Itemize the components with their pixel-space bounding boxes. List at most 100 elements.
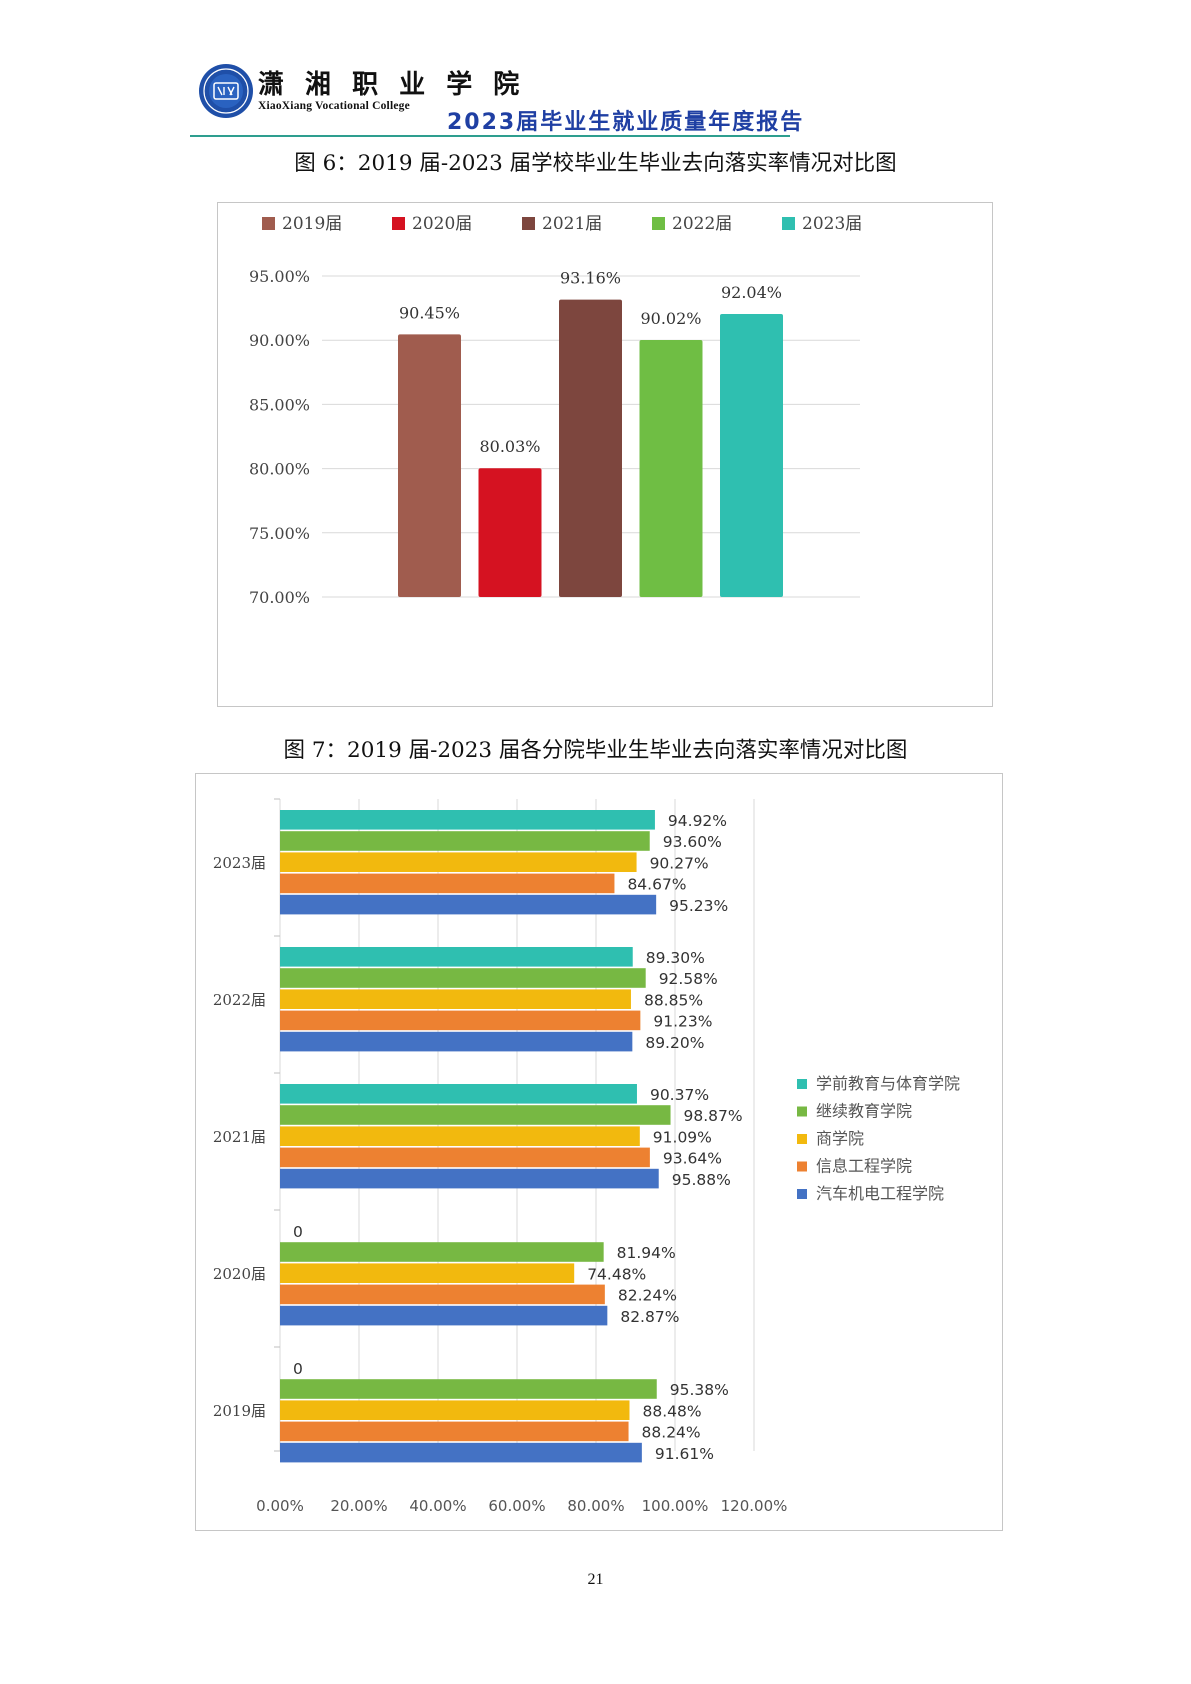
x-tick-label: 60.00%	[488, 1497, 545, 1515]
legend-swatch	[522, 217, 535, 230]
data-label: 80.03%	[479, 437, 540, 456]
data-label: 0	[293, 1360, 303, 1378]
data-label: 0	[293, 1223, 303, 1241]
y-tick-label: 80.00%	[249, 460, 310, 479]
data-label: 95.88%	[672, 1171, 731, 1189]
data-label: 84.67%	[627, 876, 686, 894]
figure6-caption: 图 6：2019 届-2023 届学校毕业生毕业去向落实率情况对比图	[294, 151, 897, 176]
category-label: 2019届	[213, 1402, 266, 1420]
figure7-bar-chart: 0.00% 20.00% 40.00% 60.00% 80.00% 100.00% 120.…	[213, 798, 960, 1515]
data-label: 90.27%	[650, 854, 709, 872]
data-label: 92.58%	[659, 970, 718, 988]
legend-label: 2020届	[412, 214, 472, 234]
bar	[280, 1105, 671, 1125]
x-tick-label: 120.00%	[721, 1497, 788, 1515]
legend-swatch	[652, 217, 665, 230]
data-label: 82.87%	[620, 1308, 679, 1326]
bar	[280, 1168, 659, 1189]
data-label: 88.48%	[642, 1402, 701, 1420]
data-label: 90.45%	[399, 303, 460, 322]
bar	[280, 831, 650, 851]
data-label: 92.04%	[721, 283, 782, 302]
x-tick-label: 20.00%	[330, 1497, 387, 1515]
bar	[398, 334, 461, 597]
bar	[280, 873, 615, 894]
data-label: 81.94%	[617, 1244, 676, 1262]
bar	[559, 299, 622, 597]
data-label: 90.02%	[640, 309, 701, 328]
category-label: 2023届	[213, 854, 266, 872]
y-tick-label: 90.00%	[249, 331, 310, 350]
bar	[280, 1421, 629, 1442]
legend-label: 2023届	[802, 214, 862, 234]
bar	[280, 968, 646, 988]
legend-label: 学前教育与体育学院	[816, 1074, 960, 1093]
legend-swatch	[782, 217, 795, 230]
bar	[280, 1442, 642, 1463]
legend-swatch	[392, 217, 405, 230]
bar	[280, 1263, 575, 1283]
bar	[280, 1242, 604, 1262]
legend-label: 2022届	[672, 214, 732, 234]
page-number: 21	[587, 1571, 604, 1588]
bar	[720, 314, 783, 597]
bar	[280, 810, 655, 830]
data-label: 91.09%	[653, 1128, 712, 1146]
data-label: 94.92%	[668, 812, 727, 830]
legend-label: 2021届	[542, 214, 602, 234]
data-label: 89.20%	[645, 1034, 704, 1052]
data-label: 91.23%	[653, 1013, 712, 1031]
figure6-bar-chart: 2019届 2020届 2021届 2022届 2023届 70.00% 75.00% 80.…	[249, 214, 862, 607]
bar	[280, 852, 637, 872]
bar	[478, 468, 542, 597]
bar	[280, 1031, 633, 1052]
data-label: 88.24%	[642, 1424, 701, 1442]
data-label: 95.38%	[670, 1381, 729, 1399]
college-name-cn: 潇 湘 职 业 学 院	[258, 70, 526, 100]
y-tick-label: 85.00%	[249, 395, 310, 414]
data-label: 82.24%	[618, 1287, 677, 1305]
data-label: 88.85%	[644, 991, 703, 1009]
legend-label: 继续教育学院	[816, 1102, 912, 1121]
x-tick-label: 100.00%	[642, 1497, 709, 1515]
data-label: 93.60%	[663, 833, 722, 851]
data-label: 91.61%	[655, 1445, 714, 1463]
data-label: 95.23%	[669, 897, 728, 915]
data-label: 74.48%	[587, 1265, 646, 1283]
legend-label: 商学院	[816, 1129, 864, 1148]
data-label: 93.64%	[663, 1150, 722, 1168]
legend-swatch	[797, 1079, 807, 1089]
bar	[280, 989, 631, 1009]
data-label: 93.16%	[560, 269, 621, 288]
legend-label: 2019届	[282, 214, 342, 234]
legend-swatch	[262, 217, 275, 230]
figure6-chart-frame: 2019届 2020届 2021届 2022届 2023届 70.00% 75.00% 80.…	[217, 202, 993, 707]
bar	[280, 1379, 657, 1399]
y-tick-label: 75.00%	[249, 524, 310, 543]
category-label: 2022届	[213, 991, 266, 1009]
bar	[280, 1126, 640, 1146]
legend-label: 信息工程学院	[816, 1157, 912, 1176]
x-tick-label: 80.00%	[567, 1497, 624, 1515]
legend-swatch	[797, 1134, 807, 1144]
bar	[280, 1305, 608, 1326]
legend-swatch	[797, 1189, 807, 1199]
bar	[280, 1284, 605, 1305]
y-tick-label: 70.00%	[249, 588, 310, 607]
legend-swatch	[797, 1161, 807, 1172]
figure7-chart-frame: 0.00% 20.00% 40.00% 60.00% 80.00% 100.00% 120.…	[195, 773, 1003, 1531]
bar	[280, 1147, 650, 1168]
x-tick-label: 40.00%	[409, 1497, 466, 1515]
data-label: 89.30%	[646, 949, 705, 967]
category-label: 2020届	[213, 1265, 266, 1283]
bar	[280, 1400, 630, 1420]
legend-label: 汽车机电工程学院	[816, 1184, 944, 1203]
report-title: 2023届毕业生就业质量年度报告	[447, 110, 805, 135]
y-tick-label: 95.00%	[249, 267, 310, 286]
bar	[280, 1084, 637, 1104]
data-label: 98.87%	[684, 1107, 743, 1125]
bar	[280, 894, 657, 915]
bar	[280, 1010, 641, 1031]
college-seal-icon	[198, 63, 254, 119]
data-label: 90.37%	[650, 1086, 709, 1104]
